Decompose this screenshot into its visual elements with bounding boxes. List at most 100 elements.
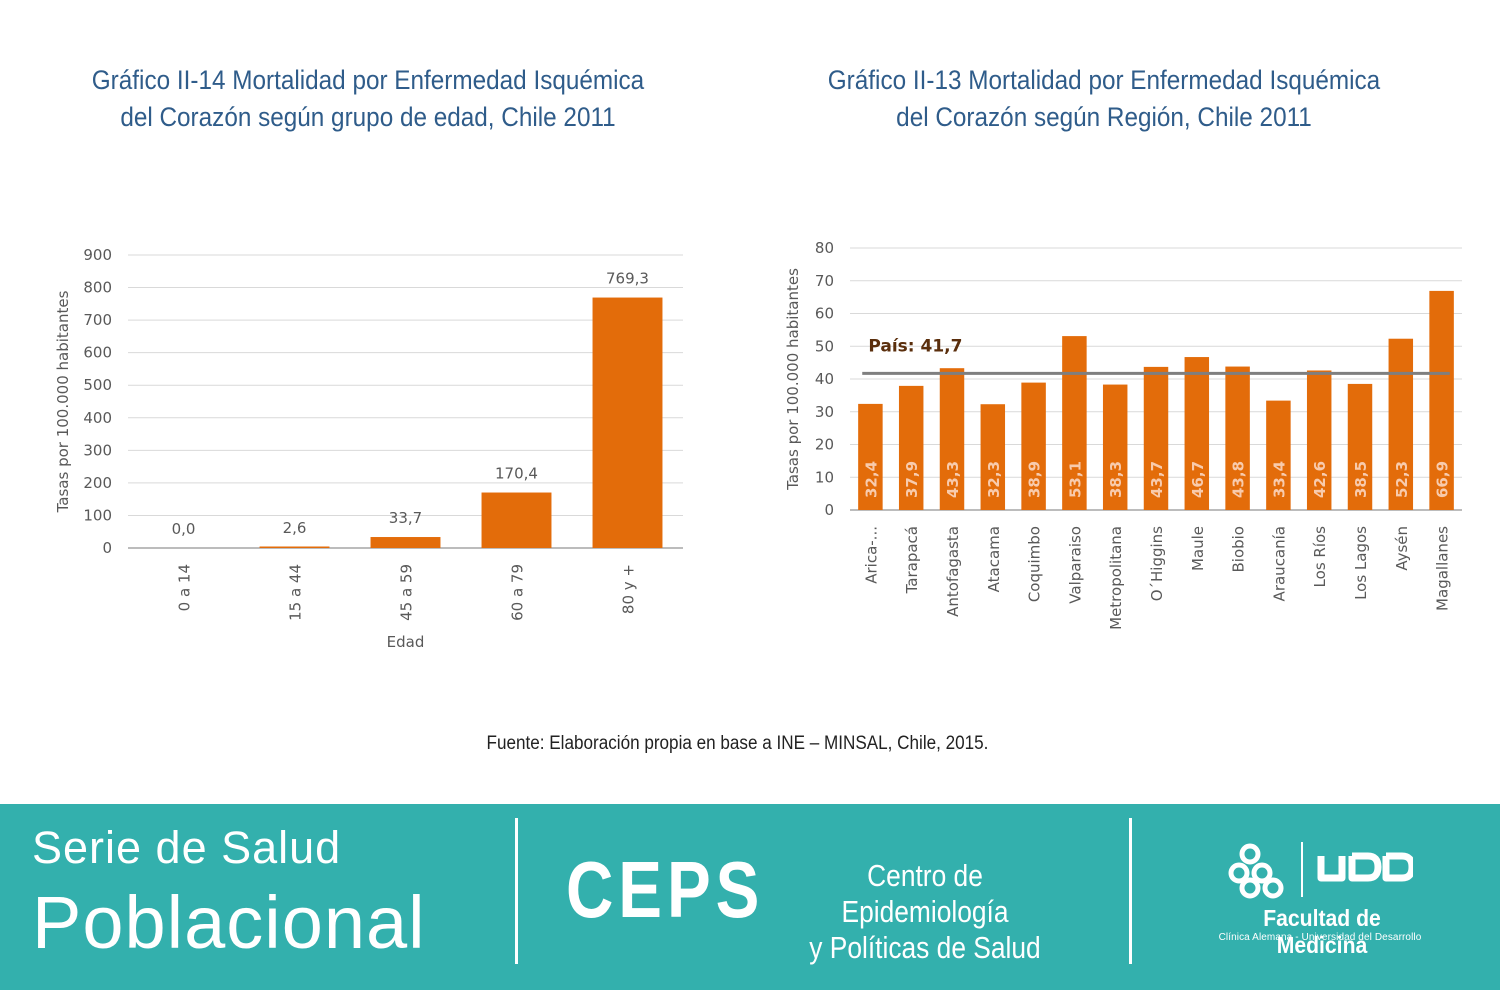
chart-title-region-line1: Gráfico II-13 Mortalidad por Enfermedad … [827,65,1381,95]
y-tick-label: 300 [83,441,112,459]
bar [1021,382,1046,510]
y-tick-label: 0 [824,501,834,519]
y-tick-label: 20 [815,436,834,454]
faculty-subtitle: Clínica Alemana - Universidad del Desarr… [1218,932,1422,943]
x-tick-label: Maule [1189,526,1207,571]
x-tick-label: Aysén [1393,526,1411,571]
bar [370,537,441,548]
bar [1062,336,1087,510]
data-label: 43,3 [944,461,962,498]
x-tick-label: Coquimbo [1026,526,1044,602]
reference-line-label: País: 41,7 [868,336,962,356]
chart-title-region: Gráfico II-13 Mortalidad por Enfermedad … [789,62,1419,136]
data-label: 32,4 [862,461,880,498]
x-tick-label: Tarapacá [903,526,921,594]
data-label: 38,5 [1352,461,1370,498]
x-tick-label: Arica-... [862,526,880,584]
udd-logo-icon [1228,842,1413,899]
footer-divider [515,818,518,964]
data-label: 42,6 [1311,461,1329,498]
bar [858,403,883,510]
ceps-name-line2: y Políticas de Salud [809,930,1041,965]
data-label: 37,9 [903,461,921,498]
bar [1306,370,1332,510]
x-tick-label: 15 a 44 [287,564,305,621]
data-label: 43,7 [1148,461,1166,498]
y-tick-label: 700 [83,311,112,329]
ceps-name-line1: Centro de Epidemiología [841,858,1009,929]
bar [592,297,663,548]
ceps-name: Centro de Epidemiología y Políticas de S… [793,858,1057,966]
chart-age-group: 0 100 200 300 400 500 600 700 800 900 0,0 0 a 14 2,6… [54,246,683,651]
data-label: 46,7 [1189,461,1207,498]
y-tick-label: 500 [83,376,112,394]
y-tick-label: 50 [815,337,834,355]
x-tick-label: Magallanes [1434,526,1452,611]
footer-banner: Serie de Salud Poblacional CEPS Centro d… [0,804,1500,990]
chart-title-age-line1: Gráfico II-14 Mortalidad por Enfermedad … [91,65,645,95]
data-label: 170,4 [495,465,538,483]
data-label: 52,3 [1393,461,1411,498]
data-label: 769,3 [606,270,649,288]
y-tick-label: 800 [83,279,112,297]
x-tick-label: Araucanía [1270,526,1288,601]
x-tick-label: Antofagasta [944,526,962,617]
x-tick-label: 0 a 14 [176,564,194,611]
bar [1266,400,1291,510]
x-tick-label: Metropolitana [1107,526,1125,630]
data-label: 53,1 [1066,461,1084,498]
footer-divider [1129,818,1132,964]
x-tick-label: O´Higgins [1148,526,1166,601]
chart-region: 0 10 20 30 40 50 60 70 80 32,4 Arica-... 37,9 Tarapa… [784,239,1462,630]
y-tick-label: 30 [815,403,834,421]
data-label: 38,9 [1026,461,1044,498]
data-label: 66,9 [1434,461,1452,498]
data-label: 32,3 [985,461,1003,498]
y-axis-title: Tasas por 100.000 habitantes [54,290,72,513]
data-label: 0,0 [172,520,196,538]
x-tick-label: Atacama [985,526,1003,592]
faculty-name: Facultad de Medicina [1263,905,1381,958]
bar [259,546,330,548]
data-label: 43,8 [1230,461,1248,498]
series-title-line1: Serie de Salud [32,822,342,873]
chart-title-age: Gráfico II-14 Mortalidad por Enfermedad … [53,62,683,136]
x-tick-label: 80 y + [620,564,638,614]
x-tick-label: Biobio [1230,526,1248,573]
y-axis-title: Tasas por 100.000 habitantes [784,268,802,491]
bar [1143,366,1169,510]
x-tick-label: 45 a 59 [398,564,416,621]
x-tick-label: Los Lagos [1352,526,1370,600]
data-label: 33,4 [1270,461,1288,498]
bar [1347,383,1373,510]
y-tick-label: 100 [83,506,112,524]
x-axis-title: Edad [387,633,425,651]
bar [1184,357,1210,510]
data-label: 38,3 [1107,461,1125,498]
source-note: Fuente: Elaboración propia en base a INE… [486,733,989,754]
y-tick-label: 80 [815,239,834,257]
series-title-line2: Poblacional [32,881,426,964]
chart-title-region-line2: del Corazón según Región, Chile 2011 [896,102,1312,132]
y-tick-label: 0 [102,539,112,557]
y-tick-label: 400 [83,409,112,427]
bar [1388,338,1414,510]
chart-title-age-line2: del Corazón según grupo de edad, Chile 2… [120,102,616,132]
ceps-acronym: CEPS [566,845,765,934]
bar [1225,366,1250,510]
bar [898,385,924,510]
bar [939,368,965,510]
bar [980,404,1006,510]
x-tick-label: Valparaiso [1066,526,1084,604]
y-tick-label: 600 [83,344,112,362]
data-label: 2,6 [283,519,307,537]
x-tick-label: Los Ríos [1311,526,1329,588]
y-tick-label: 900 [83,246,112,264]
bar [481,492,552,548]
x-tick-label: 60 a 79 [509,564,527,621]
y-tick-label: 40 [815,370,834,388]
y-tick-label: 10 [815,468,834,486]
bar [1102,384,1128,510]
y-tick-label: 70 [815,272,834,290]
y-tick-label: 60 [815,305,834,323]
